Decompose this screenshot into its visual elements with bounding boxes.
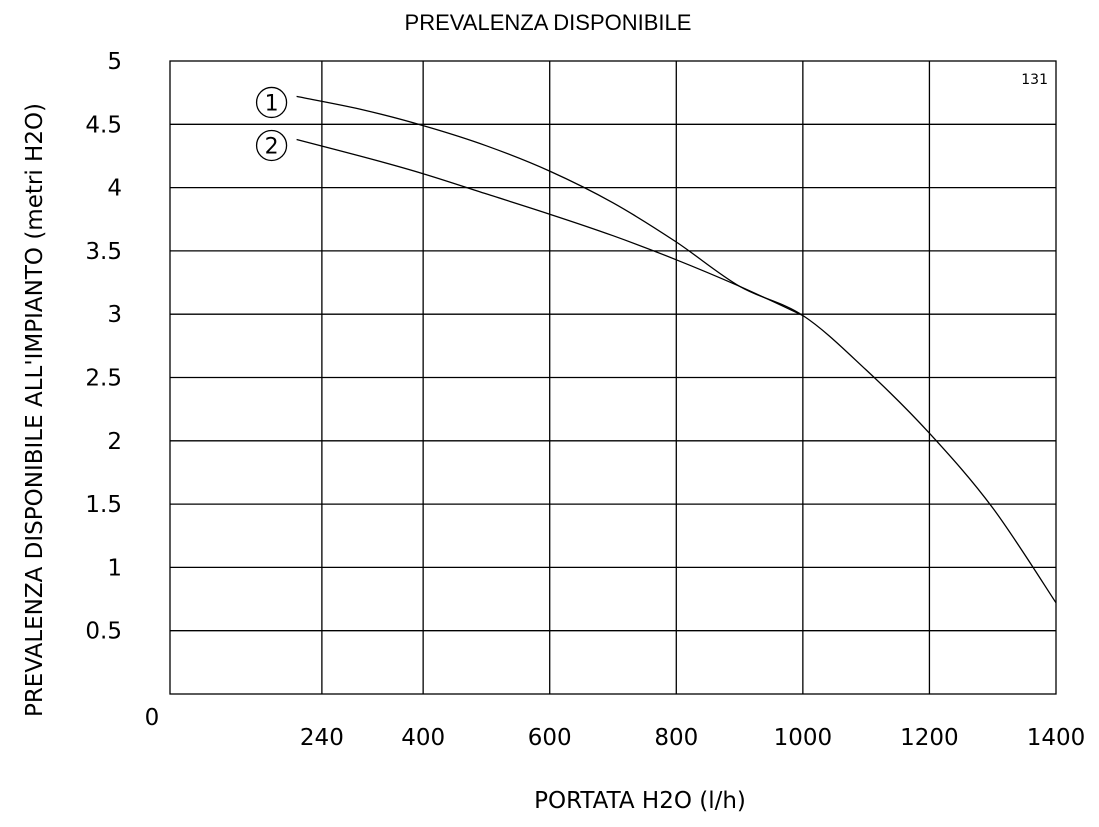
- chart-title: PREVALENZA DISPONIBILE: [405, 10, 692, 35]
- y-tick-label: 2: [107, 429, 122, 455]
- x-tick-label: 1000: [774, 725, 833, 751]
- x-tick-label: 1200: [900, 725, 959, 751]
- y-tick-label: 3.5: [85, 239, 122, 265]
- y-tick-label: 4.5: [85, 112, 122, 138]
- y-tick-label: 3: [107, 302, 122, 328]
- series-group: [296, 95, 1057, 604]
- series-marker-label: 1: [265, 91, 279, 116]
- series-marker-2: 2: [255, 129, 288, 162]
- x-tick-labels: 240 400 600 800 1000 1200 1400: [300, 725, 1085, 751]
- y-tick-label: 0.5: [85, 619, 122, 645]
- series-line-1: [296, 95, 1057, 604]
- series-marker-label: 2: [265, 134, 279, 159]
- series-marker-1: 1: [255, 86, 288, 119]
- series-markers: 12: [255, 86, 288, 162]
- x-tick-label: 600: [528, 725, 572, 751]
- y-tick-labels: 0.5 1 1.5 2 2.5 3 3.5 4 4.5 5: [85, 49, 122, 645]
- y-tick-label: 1.5: [85, 492, 122, 518]
- grid: [170, 61, 1056, 694]
- x-tick-label: 240: [300, 725, 344, 751]
- series-marker-circle: [255, 86, 288, 119]
- x-tick-label: 400: [401, 725, 445, 751]
- x-axis-label: PORTATA H2O (l/h): [534, 788, 746, 814]
- origin-label: 0: [145, 705, 160, 731]
- y-tick-label: 5: [107, 49, 122, 75]
- x-tick-label: 1400: [1027, 725, 1086, 751]
- series-marker-circle: [255, 129, 288, 162]
- plot-frame: [169, 60, 1057, 695]
- chart-code: 131: [1021, 72, 1048, 88]
- x-tick-label: 800: [654, 725, 698, 751]
- y-axis-label: PREVALENZA DISPONIBILE ALL'IMPIANTO (met…: [22, 103, 48, 717]
- y-tick-label: 4: [107, 176, 122, 202]
- y-tick-label: 2.5: [85, 366, 122, 392]
- series-line-2: [296, 138, 804, 317]
- y-tick-label: 1: [107, 555, 122, 581]
